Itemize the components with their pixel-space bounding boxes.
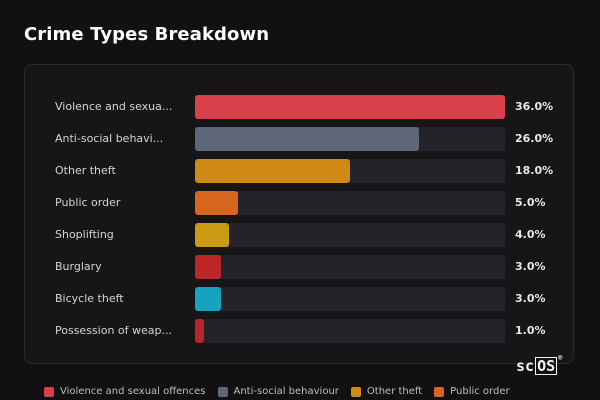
- bar-track: [195, 127, 505, 151]
- legend-swatch: [434, 386, 445, 397]
- category-label: Anti-social behavi...: [55, 132, 164, 145]
- legend-swatch: [217, 386, 228, 397]
- chart-legend: Violence and sexual offences Anti-social …: [44, 386, 510, 397]
- bar-row: Bicycle theft 3.0%: [25, 287, 575, 311]
- value-label: 26.0%: [515, 132, 554, 145]
- legend-item: Other theft: [350, 386, 423, 397]
- bar-track: [195, 159, 505, 183]
- bar-track: [195, 191, 505, 215]
- category-label: Shoplifting: [55, 228, 114, 241]
- legend-label: Anti-social behaviour: [233, 386, 339, 397]
- value-label: 18.0%: [515, 164, 554, 177]
- category-label: Other theft: [55, 164, 116, 177]
- bar: [195, 159, 350, 183]
- brand-logo: sc OS ®: [516, 354, 563, 375]
- value-label: 5.0%: [515, 196, 546, 209]
- bar-row: Other theft 18.0%: [25, 159, 575, 183]
- bar-row: Anti-social behavi... 26.0%: [25, 127, 575, 151]
- bar-track: [195, 255, 505, 279]
- category-label: Burglary: [55, 260, 102, 273]
- bar-track: [195, 95, 505, 119]
- legend-label: Violence and sexual offences: [60, 386, 206, 397]
- value-label: 4.0%: [515, 228, 546, 241]
- value-label: 1.0%: [515, 324, 546, 337]
- bar: [195, 95, 505, 119]
- bar-row: Public order 5.0%: [25, 191, 575, 215]
- bar: [195, 319, 204, 343]
- bar: [195, 223, 230, 247]
- bar: [195, 287, 221, 311]
- bar-track: [195, 223, 505, 247]
- category-label: Violence and sexua...: [55, 100, 173, 113]
- bar: [195, 191, 239, 215]
- value-label: 3.0%: [515, 292, 546, 305]
- legend-item: Anti-social behaviour: [217, 386, 339, 397]
- bar-row: Possession of weap... 1.0%: [25, 319, 575, 343]
- bar-row: Violence and sexua... 36.0%: [25, 95, 575, 119]
- legend-label: Public order: [450, 386, 510, 397]
- bar-track: [195, 287, 505, 311]
- category-label: Bicycle theft: [55, 292, 124, 305]
- bar-row: Burglary 3.0%: [25, 255, 575, 279]
- chart-title: Crime Types Breakdown: [24, 24, 270, 45]
- category-label: Possession of weap...: [55, 324, 172, 337]
- category-label: Public order: [55, 196, 121, 209]
- bar: [195, 255, 221, 279]
- legend-swatch: [350, 386, 361, 397]
- bar: [195, 127, 419, 151]
- legend-item: Public order: [434, 386, 510, 397]
- bar-row: Shoplifting 4.0%: [25, 223, 575, 247]
- legend-item: Violence and sexual offences: [44, 386, 206, 397]
- bar-track: [195, 319, 505, 343]
- legend-swatch: [44, 386, 54, 397]
- chart-panel: Violence and sexua... 36.0% Anti-social be…: [24, 64, 574, 364]
- value-label: 3.0%: [515, 260, 546, 273]
- legend-label: Other theft: [366, 386, 423, 397]
- value-label: 36.0%: [515, 100, 554, 113]
